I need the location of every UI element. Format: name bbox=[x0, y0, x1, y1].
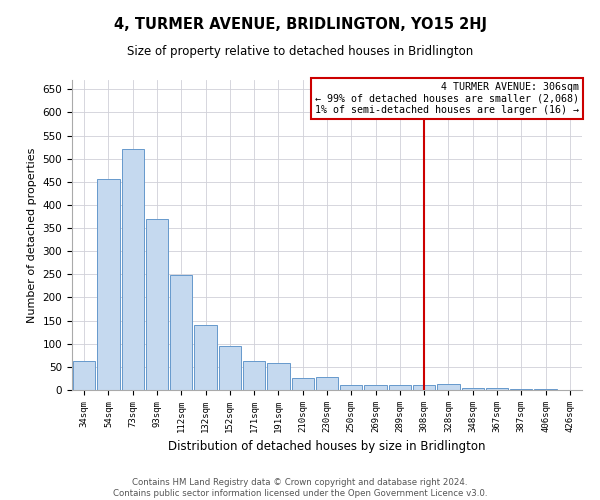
Bar bbox=[461, 388, 484, 390]
Bar bbox=[73, 362, 95, 390]
Bar bbox=[243, 362, 265, 390]
X-axis label: Distribution of detached houses by size in Bridlington: Distribution of detached houses by size … bbox=[168, 440, 486, 454]
Bar bbox=[316, 377, 338, 390]
Text: Size of property relative to detached houses in Bridlington: Size of property relative to detached ho… bbox=[127, 45, 473, 58]
Text: 4, TURMER AVENUE, BRIDLINGTON, YO15 2HJ: 4, TURMER AVENUE, BRIDLINGTON, YO15 2HJ bbox=[113, 18, 487, 32]
Bar bbox=[364, 386, 387, 390]
Bar bbox=[389, 386, 411, 390]
Text: 4 TURMER AVENUE: 306sqm
← 99% of detached houses are smaller (2,068)
1% of semi-: 4 TURMER AVENUE: 306sqm ← 99% of detache… bbox=[316, 82, 580, 115]
Bar bbox=[340, 386, 362, 390]
Bar bbox=[486, 388, 508, 390]
Bar bbox=[194, 325, 217, 390]
Bar bbox=[122, 149, 144, 390]
Bar bbox=[510, 389, 532, 390]
Text: Contains HM Land Registry data © Crown copyright and database right 2024.
Contai: Contains HM Land Registry data © Crown c… bbox=[113, 478, 487, 498]
Bar bbox=[437, 384, 460, 390]
Y-axis label: Number of detached properties: Number of detached properties bbox=[27, 148, 37, 322]
Bar bbox=[292, 378, 314, 390]
Bar bbox=[170, 275, 193, 390]
Bar bbox=[413, 386, 436, 390]
Bar bbox=[97, 180, 119, 390]
Bar bbox=[535, 389, 557, 390]
Bar bbox=[218, 346, 241, 390]
Bar bbox=[146, 219, 168, 390]
Bar bbox=[267, 363, 290, 390]
